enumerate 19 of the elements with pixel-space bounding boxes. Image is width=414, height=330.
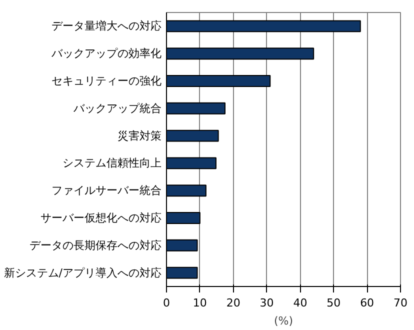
x-tick-label: 20 <box>226 296 240 310</box>
x-axis-title: (%) <box>274 314 294 328</box>
x-tick-label: 0 <box>163 296 170 310</box>
y-tick-label: バックアップ統合 <box>72 102 162 115</box>
x-tick-label: 60 <box>360 296 374 310</box>
y-tick-label: データ量増大への対応 <box>52 20 162 33</box>
y-tick-label: サーバー仮想化への対応 <box>40 212 162 224</box>
y-tick-label: バックアップの効率化 <box>50 47 162 60</box>
x-tick-label: 30 <box>260 296 274 310</box>
y-tick-label: ファイルサーバー統合 <box>52 184 162 198</box>
y-tick-label: セキュリティーの強化 <box>52 74 162 88</box>
y-tick-label: システム信頼性向上 <box>62 156 162 170</box>
y-tick-label: データの長期保存への対応 <box>30 238 162 252</box>
x-tick-label: 10 <box>192 296 207 310</box>
x-tick-label: 40 <box>293 296 308 310</box>
x-tick-label: 50 <box>326 296 341 310</box>
y-tick-label: 災害対策 <box>118 129 162 142</box>
y-tick-label: 新システム/アプリ導入への対応 <box>4 266 162 280</box>
x-tick-label: 70 <box>394 296 408 310</box>
